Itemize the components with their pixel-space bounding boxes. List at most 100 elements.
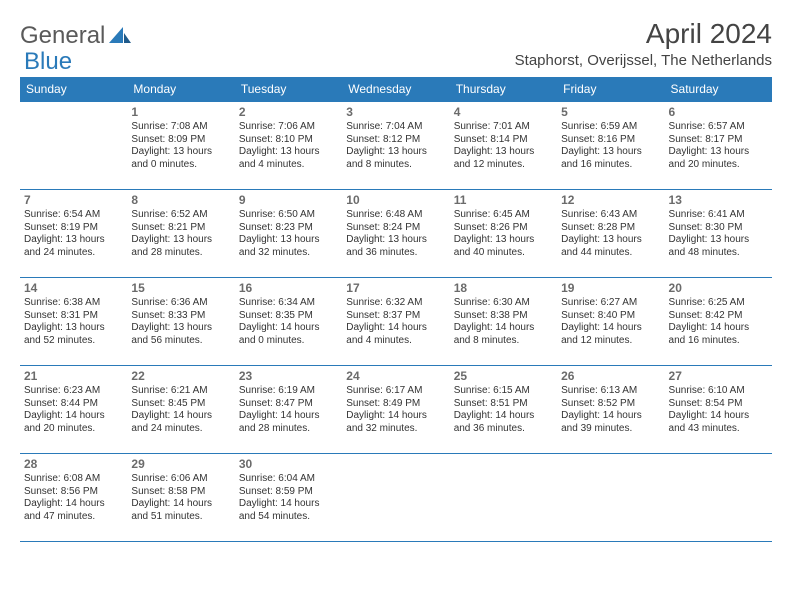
header: General April 2024 Staphorst, Overijssel… — [20, 18, 772, 69]
day-info: Sunrise: 6:41 AMSunset: 8:30 PMDaylight:… — [669, 209, 768, 259]
calendar-week-row: 14 Sunrise: 6:38 AMSunset: 8:31 PMDayligh… — [20, 278, 772, 366]
day-number: 3 — [346, 105, 445, 119]
day-info: Sunrise: 6:45 AMSunset: 8:26 PMDaylight:… — [454, 209, 553, 259]
calendar-body: 1 Sunrise: 7:08 AMSunset: 8:09 PMDaylight… — [20, 102, 772, 542]
calendar-week-row: 1 Sunrise: 7:08 AMSunset: 8:09 PMDaylight… — [20, 102, 772, 190]
calendar-day-cell: 11 Sunrise: 6:45 AMSunset: 8:26 PMDayligh… — [450, 190, 557, 278]
calendar-day-cell: 25Sunrise: 6:15 AMSunset: 8:51 PMDayligh… — [450, 366, 557, 454]
day-number: 22 — [131, 369, 230, 383]
day-number: 14 — [24, 281, 123, 295]
calendar-day-cell: 26 Sunrise: 6:13 AMSunset: 8:52 PMDayligh… — [557, 366, 664, 454]
day-number: 2 — [239, 105, 338, 119]
calendar-day-cell: 19 Sunrise: 6:27 AMSunset: 8:40 PMDayligh… — [557, 278, 664, 366]
calendar-day-cell: 29 Sunrise: 6:06 AMSunset: 8:58 PMDayligh… — [127, 454, 234, 542]
logo-text-general: General — [20, 22, 105, 50]
title-block: April 2024 Staphorst, Overijssel, The Ne… — [515, 18, 772, 69]
day-info: Sunrise: 6:08 AMSunset: 8:56 PMDaylight:… — [24, 473, 123, 523]
day-info: Sunrise: 6:10 AMSunset: 8:54 PMDaylight:… — [669, 385, 768, 435]
day-info: Sunrise: 6:52 AMSunset: 8:21 PMDaylight:… — [131, 209, 230, 259]
weekday-header: Monday — [127, 77, 234, 102]
day-number: 10 — [346, 193, 445, 207]
calendar-day-cell: 10 Sunrise: 6:48 AMSunset: 8:24 PMDayligh… — [342, 190, 449, 278]
day-info: Sunrise: 6:23 AMSunset: 8:44 PMDaylight:… — [24, 385, 123, 435]
day-number: 1 — [131, 105, 230, 119]
day-number: 20 — [669, 281, 768, 295]
calendar-day-cell: 17Sunrise: 6:32 AMSunset: 8:37 PMDayligh… — [342, 278, 449, 366]
weekday-header-row: SundayMondayTuesdayWednesdayThursdayFrid… — [20, 77, 772, 102]
day-number: 18 — [454, 281, 553, 295]
day-number: 15 — [131, 281, 230, 295]
day-info: Sunrise: 6:30 AMSunset: 8:38 PMDaylight:… — [454, 297, 553, 347]
day-info: Sunrise: 6:34 AMSunset: 8:35 PMDaylight:… — [239, 297, 338, 347]
weekday-header: Wednesday — [342, 77, 449, 102]
day-number: 29 — [131, 457, 230, 471]
day-number: 28 — [24, 457, 123, 471]
day-info: Sunrise: 6:48 AMSunset: 8:24 PMDaylight:… — [346, 209, 445, 259]
calendar-day-cell: 3 Sunrise: 7:04 AMSunset: 8:12 PMDaylight… — [342, 102, 449, 190]
day-number: 30 — [239, 457, 338, 471]
day-info: Sunrise: 6:43 AMSunset: 8:28 PMDaylight:… — [561, 209, 660, 259]
calendar-day-cell: 4Sunrise: 7:01 AMSunset: 8:14 PMDaylight… — [450, 102, 557, 190]
day-number: 12 — [561, 193, 660, 207]
day-info: Sunrise: 7:04 AMSunset: 8:12 PMDaylight:… — [346, 121, 445, 171]
day-number: 9 — [239, 193, 338, 207]
calendar-day-cell — [557, 454, 664, 542]
logo-text-blue: Blue — [24, 48, 72, 76]
calendar-day-cell: 8 Sunrise: 6:52 AMSunset: 8:21 PMDaylight… — [127, 190, 234, 278]
calendar-day-cell: 23Sunrise: 6:19 AMSunset: 8:47 PMDayligh… — [235, 366, 342, 454]
calendar-day-cell: 28 Sunrise: 6:08 AMSunset: 8:56 PMDayligh… — [20, 454, 127, 542]
day-number: 19 — [561, 281, 660, 295]
day-info: Sunrise: 6:06 AMSunset: 8:58 PMDaylight:… — [131, 473, 230, 523]
calendar-day-cell: 21 Sunrise: 6:23 AMSunset: 8:44 PMDayligh… — [20, 366, 127, 454]
calendar-day-cell — [450, 454, 557, 542]
calendar-week-row: 28 Sunrise: 6:08 AMSunset: 8:56 PMDayligh… — [20, 454, 772, 542]
calendar-day-cell — [665, 454, 772, 542]
calendar-day-cell: 27Sunrise: 6:10 AMSunset: 8:54 PMDayligh… — [665, 366, 772, 454]
calendar-day-cell: 5 Sunrise: 6:59 AMSunset: 8:16 PMDaylight… — [557, 102, 664, 190]
day-info: Sunrise: 6:04 AMSunset: 8:59 PMDaylight:… — [239, 473, 338, 523]
day-number: 13 — [669, 193, 768, 207]
weekday-header: Saturday — [665, 77, 772, 102]
day-number: 21 — [24, 369, 123, 383]
day-number: 8 — [131, 193, 230, 207]
day-info: Sunrise: 6:54 AMSunset: 8:19 PMDaylight:… — [24, 209, 123, 259]
day-info: Sunrise: 6:13 AMSunset: 8:52 PMDaylight:… — [561, 385, 660, 435]
calendar-day-cell: 16 Sunrise: 6:34 AMSunset: 8:35 PMDayligh… — [235, 278, 342, 366]
day-number: 7 — [24, 193, 123, 207]
day-info: Sunrise: 6:59 AMSunset: 8:16 PMDaylight:… — [561, 121, 660, 171]
day-info: Sunrise: 6:36 AMSunset: 8:33 PMDaylight:… — [131, 297, 230, 347]
day-number: 24 — [346, 369, 445, 383]
weekday-header: Sunday — [20, 77, 127, 102]
day-number: 5 — [561, 105, 660, 119]
day-info: Sunrise: 7:06 AMSunset: 8:10 PMDaylight:… — [239, 121, 338, 171]
calendar-day-cell: 20Sunrise: 6:25 AMSunset: 8:42 PMDayligh… — [665, 278, 772, 366]
day-info: Sunrise: 7:08 AMSunset: 8:09 PMDaylight:… — [131, 121, 230, 171]
day-info: Sunrise: 6:50 AMSunset: 8:23 PMDaylight:… — [239, 209, 338, 259]
calendar-day-cell: 1 Sunrise: 7:08 AMSunset: 8:09 PMDaylight… — [127, 102, 234, 190]
day-number: 11 — [454, 193, 553, 207]
calendar-day-cell — [20, 102, 127, 190]
day-info: Sunrise: 6:38 AMSunset: 8:31 PMDaylight:… — [24, 297, 123, 347]
calendar-day-cell: 13 Sunrise: 6:41 AMSunset: 8:30 PMDayligh… — [665, 190, 772, 278]
calendar-day-cell: 18 Sunrise: 6:30 AMSunset: 8:38 PMDayligh… — [450, 278, 557, 366]
day-number: 26 — [561, 369, 660, 383]
day-info: Sunrise: 7:01 AMSunset: 8:14 PMDaylight:… — [454, 121, 553, 171]
calendar-day-cell: 12 Sunrise: 6:43 AMSunset: 8:28 PMDayligh… — [557, 190, 664, 278]
calendar-table: SundayMondayTuesdayWednesdayThursdayFrid… — [20, 77, 772, 542]
month-title: April 2024 — [515, 18, 772, 50]
calendar-day-cell: 14 Sunrise: 6:38 AMSunset: 8:31 PMDayligh… — [20, 278, 127, 366]
logo-sail-icon — [109, 25, 131, 45]
calendar-week-row: 7 Sunrise: 6:54 AMSunset: 8:19 PMDaylight… — [20, 190, 772, 278]
day-number: 6 — [669, 105, 768, 119]
calendar-day-cell: 2 Sunrise: 7:06 AMSunset: 8:10 PMDaylight… — [235, 102, 342, 190]
day-info: Sunrise: 6:57 AMSunset: 8:17 PMDaylight:… — [669, 121, 768, 171]
day-number: 23 — [239, 369, 338, 383]
calendar-day-cell: 6 Sunrise: 6:57 AMSunset: 8:17 PMDaylight… — [665, 102, 772, 190]
calendar-day-cell: 24 Sunrise: 6:17 AMSunset: 8:49 PMDayligh… — [342, 366, 449, 454]
day-info: Sunrise: 6:17 AMSunset: 8:49 PMDaylight:… — [346, 385, 445, 435]
day-number: 16 — [239, 281, 338, 295]
day-info: Sunrise: 6:27 AMSunset: 8:40 PMDaylight:… — [561, 297, 660, 347]
weekday-header: Tuesday — [235, 77, 342, 102]
calendar-day-cell: 7 Sunrise: 6:54 AMSunset: 8:19 PMDaylight… — [20, 190, 127, 278]
calendar-day-cell — [342, 454, 449, 542]
